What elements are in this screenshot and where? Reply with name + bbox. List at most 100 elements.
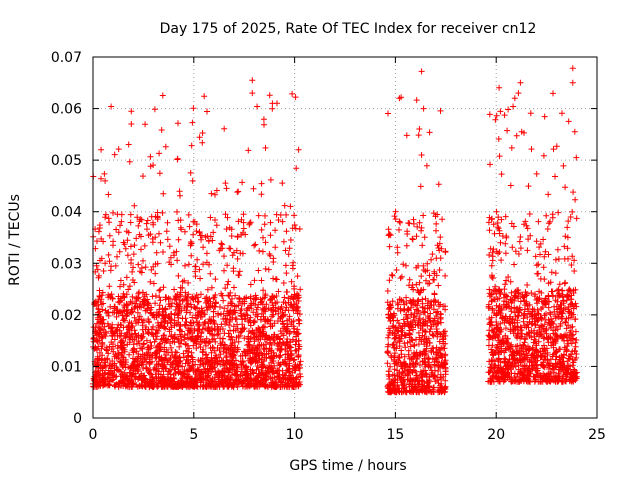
data-point: [156, 170, 163, 177]
data-point: [150, 263, 157, 270]
data-point: [489, 253, 496, 260]
data-point: [516, 238, 523, 245]
data-point: [202, 234, 209, 241]
data-point: [143, 291, 150, 298]
data-point: [517, 298, 524, 305]
data-point: [535, 261, 542, 268]
data-point: [289, 90, 296, 97]
data-point: [287, 203, 294, 210]
data-point: [138, 381, 145, 388]
x-axis-label: GPS time / hours: [289, 458, 406, 474]
data-point: [224, 262, 231, 269]
data-point: [502, 213, 509, 220]
data-point: [527, 110, 534, 117]
data-point: [430, 276, 437, 283]
data-point: [116, 248, 123, 255]
data-point: [242, 383, 249, 390]
data-point: [128, 383, 135, 390]
data-point: [492, 116, 499, 123]
data-point: [121, 241, 128, 248]
data-point: [177, 224, 184, 231]
data-point: [419, 242, 426, 249]
data-point: [573, 215, 580, 222]
data-point: [127, 243, 134, 250]
data-point: [562, 233, 569, 240]
x-tick-label: 0: [89, 427, 98, 443]
y-tick-label: 0: [73, 411, 82, 427]
data-point: [267, 297, 274, 304]
data-point: [221, 362, 228, 369]
data-point: [141, 352, 148, 358]
data-point: [234, 348, 240, 355]
data-point: [199, 130, 206, 136]
data-point: [265, 266, 272, 273]
data-point: [105, 251, 112, 258]
data-point: [396, 226, 402, 233]
data-point: [129, 268, 136, 275]
data-point: [250, 342, 257, 349]
data-point: [140, 257, 146, 264]
data-point: [203, 250, 210, 257]
data-point: [405, 220, 412, 226]
data-point: [174, 155, 181, 162]
data-point: [129, 293, 136, 300]
data-point: [245, 338, 252, 345]
data-point: [147, 231, 154, 238]
data-point: [221, 305, 228, 312]
data-point: [121, 294, 128, 301]
data-point: [535, 218, 542, 225]
data-point: [505, 106, 512, 113]
data-point: [496, 84, 503, 91]
data-point: [233, 381, 240, 388]
data-point: [115, 146, 122, 153]
data-point: [169, 352, 176, 359]
data-point: [184, 331, 191, 337]
data-point: [109, 329, 116, 336]
data-point: [136, 313, 143, 320]
data-point: [247, 314, 254, 321]
data-point: [392, 208, 399, 215]
data-point: [99, 365, 106, 372]
data-point: [189, 314, 196, 321]
data-point: [135, 222, 142, 229]
data-point: [391, 350, 398, 357]
data-point: [540, 264, 547, 271]
data-point: [190, 342, 197, 349]
data-point: [283, 289, 290, 295]
data-point: [115, 321, 122, 328]
data-point: [427, 326, 434, 333]
data-point: [119, 354, 126, 360]
data-point: [552, 270, 559, 277]
data-point: [524, 225, 531, 232]
data-point: [297, 286, 304, 293]
data-point: [228, 233, 235, 239]
data-point: [203, 259, 210, 266]
data-point: [117, 344, 124, 351]
data-point: [194, 366, 201, 373]
data-point: [235, 218, 242, 225]
data-point: [138, 360, 145, 367]
data-point: [171, 311, 178, 318]
data-point: [250, 185, 257, 192]
data-point: [174, 208, 180, 215]
data-point: [280, 332, 287, 339]
data-point: [212, 191, 218, 198]
data-point: [110, 209, 116, 216]
data-point: [275, 288, 282, 295]
data-point: [102, 369, 109, 376]
data-point: [236, 296, 243, 303]
data-point: [404, 228, 411, 235]
data-point: [111, 151, 118, 158]
data-point: [252, 241, 259, 248]
data-point: [106, 381, 112, 388]
data-point: [183, 309, 190, 316]
data-point: [126, 158, 133, 165]
data-point: [187, 169, 194, 176]
data-point: [121, 317, 128, 324]
data-point: [173, 248, 180, 255]
data-point: [285, 251, 292, 258]
data-point: [502, 240, 509, 247]
data-point: [139, 333, 146, 340]
data-point: [212, 276, 219, 283]
data-point: [296, 320, 303, 327]
